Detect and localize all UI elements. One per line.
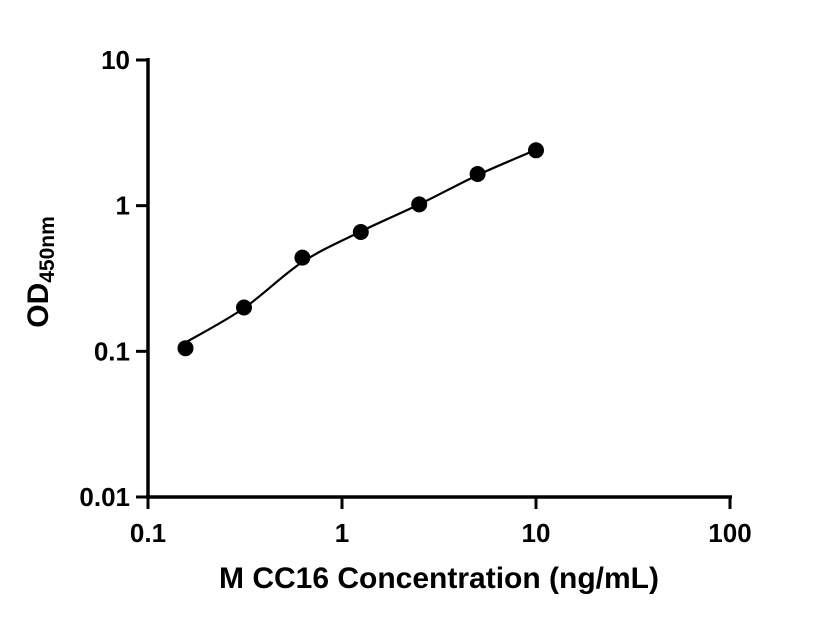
y-tick-label: 0.01 xyxy=(79,482,130,512)
x-tick-label: 1 xyxy=(335,518,349,548)
x-tick-label: 0.1 xyxy=(130,518,166,548)
x-tick-label: 10 xyxy=(522,518,551,548)
data-point xyxy=(411,196,428,213)
x-axis-ticks xyxy=(146,497,732,509)
data-point xyxy=(294,249,311,266)
x-axis-tick-labels: 0.1 1 10 100 xyxy=(130,518,752,548)
y-axis-ticks xyxy=(136,58,148,499)
series-layer xyxy=(177,142,544,357)
data-point xyxy=(177,340,194,357)
data-point xyxy=(469,166,486,182)
y-tick-label: 10 xyxy=(101,45,130,75)
y-tick-label: 1 xyxy=(116,191,130,221)
x-axis-title: M CC16 Concentration (ng/mL) xyxy=(219,562,659,595)
y-axis-title: OD450nm xyxy=(22,216,59,328)
data-point xyxy=(528,142,544,159)
data-point xyxy=(352,224,369,240)
y-axis-tick-labels: 10 1 0.1 0.01 xyxy=(79,45,130,512)
data-point xyxy=(236,299,252,316)
x-tick-label: 100 xyxy=(708,518,751,548)
y-axis-title-subscript: 450nm xyxy=(36,216,59,283)
y-axis-title-main: OD xyxy=(22,283,55,328)
y-tick-label: 0.1 xyxy=(94,336,130,366)
